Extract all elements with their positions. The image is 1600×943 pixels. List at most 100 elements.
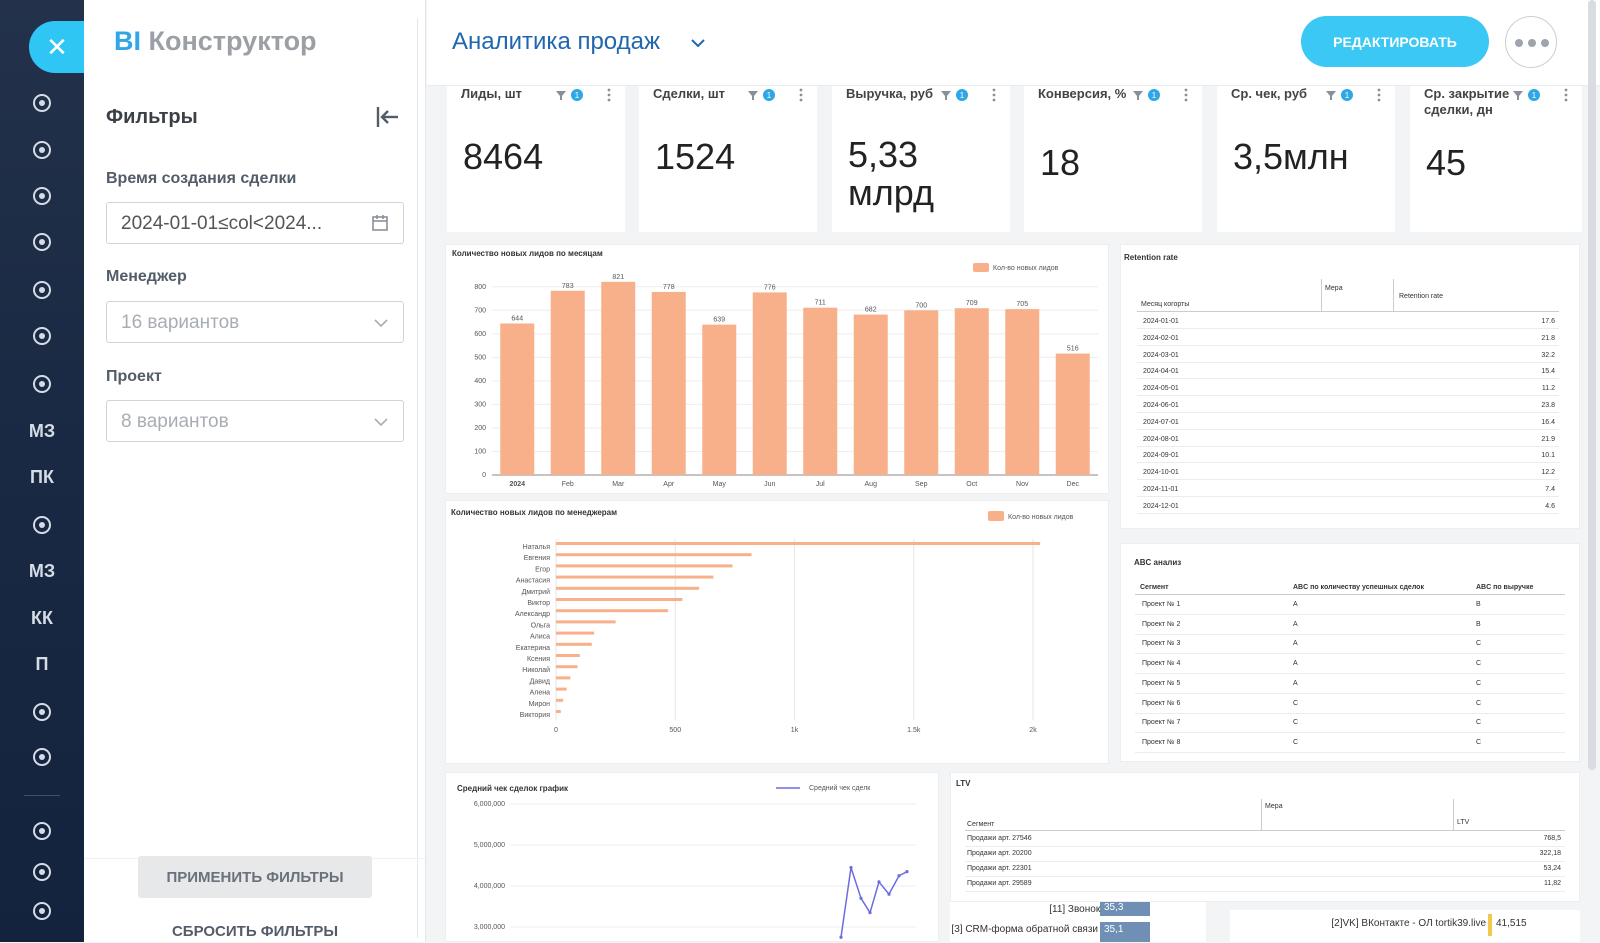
kebab-menu-icon[interactable] [607, 88, 611, 102]
bar [556, 575, 714, 579]
reset-filters-button[interactable]: СБРОСИТЬ ФИЛЬТРЫ [138, 920, 372, 942]
bar [803, 307, 838, 475]
project-select[interactable]: 8 вариантов [106, 400, 404, 442]
bar [651, 291, 686, 475]
data-point [887, 892, 891, 896]
page-scrollbar[interactable] [1588, 0, 1596, 770]
bank-icon[interactable] [0, 701, 84, 723]
robot-icon[interactable] [0, 325, 84, 347]
cart-icon[interactable] [0, 231, 84, 253]
y-tick-label: Александр [515, 611, 550, 618]
collapse-panel-icon[interactable] [374, 104, 400, 130]
svg-text:1: 1 [960, 91, 965, 100]
filter-badge-icon[interactable]: 1 [940, 88, 970, 102]
table-row: 2024-01-01 17.6 [1137, 313, 1559, 329]
kebab-menu-icon[interactable] [1564, 88, 1568, 102]
y-tick-label: 600 [474, 331, 486, 338]
filter-badge-icon[interactable]: 1 [747, 88, 777, 102]
bar [556, 586, 700, 590]
kpi-card: Конверсия, % 1 18 [1024, 86, 1202, 232]
filters-title: Фильтры [106, 106, 198, 128]
kpi-card: Ср. закрытие сделки, дн 1 45 [1410, 86, 1582, 232]
signature-icon[interactable] [0, 514, 84, 536]
y-tick-label: Екатерина [516, 645, 550, 652]
filter-badge-icon[interactable]: 1 [1132, 88, 1162, 102]
chevron-down-icon[interactable] [691, 38, 705, 48]
data-point [905, 870, 909, 874]
filter-badge-icon[interactable]: 1 [1325, 88, 1355, 102]
kebab-menu-icon[interactable] [799, 88, 803, 102]
dot-icon [1528, 39, 1536, 47]
created-time-label: Время создания сделки [106, 170, 297, 187]
y-tick-label: Виктор [527, 600, 550, 607]
dashboard-title[interactable]: Аналитика продаж [452, 28, 661, 55]
legend-label[interactable]: Кол-во новых лидов [1008, 514, 1074, 521]
chevron-down-icon [374, 319, 388, 328]
kpi-card: Лиды, шт 1 8464 [447, 86, 625, 232]
legend-label[interactable]: Средний чек сделк [809, 784, 871, 792]
ltv-pivot: Мера LTV Сегмент Продажи арт. 27546 768,5 Про… [965, 799, 1565, 899]
y-tick-label: Дмитрий [522, 588, 550, 596]
bar-value-label: 778 [663, 284, 675, 291]
x-tick-label: 2024 [509, 481, 525, 488]
calendar-icon[interactable] [371, 214, 389, 232]
table-row: 2024-06-01 23.8 [1137, 397, 1559, 413]
chevron-circle-icon[interactable] [0, 746, 84, 768]
kebab-menu-icon[interactable] [1377, 88, 1381, 102]
bar-value-label: 821 [612, 274, 624, 281]
series-line [840, 867, 908, 938]
data-point [839, 935, 843, 939]
rail-item-10[interactable]: МЗ [28, 561, 56, 581]
bar [550, 290, 585, 475]
rail-item-12[interactable]: П [35, 654, 49, 674]
bar [556, 553, 752, 557]
kebab-menu-icon[interactable] [992, 88, 996, 102]
y-tick-label: Анастасия [516, 578, 550, 585]
legend-label[interactable]: Кол-во новых лидов [993, 265, 1059, 272]
bar-value-label: 700 [915, 302, 927, 309]
leads-by-manager-chart: Количество новых лидов по менеджерам 0 50… [445, 500, 1109, 764]
kpi-label: Конверсия, % [1038, 86, 1127, 101]
edit-button[interactable]: РЕДАКТИРОВАТЬ [1301, 16, 1489, 67]
y-tick-label: Мирон [529, 701, 551, 708]
chevron-down-icon [374, 418, 388, 427]
contact-card-icon[interactable] [0, 279, 84, 301]
rail-item-8[interactable]: ПК [30, 467, 54, 487]
table-title: ABC анализ [1134, 558, 1182, 567]
app-logo: BI Конструктор [114, 26, 317, 56]
help-icon[interactable] [0, 820, 84, 842]
bar [556, 687, 567, 691]
apply-filters-button[interactable]: ПРИМЕНИТЬ ФИЛЬТРЫ [138, 856, 372, 898]
target-icon[interactable] [0, 185, 84, 207]
funnel-icon[interactable] [0, 139, 84, 161]
more-button[interactable] [1505, 16, 1557, 68]
rail-divider [24, 795, 60, 796]
rail-item-7[interactable]: МЗ [28, 421, 56, 441]
kebab-menu-icon[interactable] [1184, 88, 1188, 102]
close-icon[interactable]: ✕ [29, 21, 85, 73]
kpi-label: Выручка, руб [846, 86, 934, 101]
bar [904, 310, 939, 475]
x-tick-label: Apr [663, 481, 675, 488]
legend-swatch [988, 511, 1004, 521]
settings-icon[interactable] [0, 900, 84, 922]
table-header: Мера LTV Сегмент [965, 799, 1565, 831]
bar-value-label: 682 [865, 307, 877, 314]
manager-select[interactable]: 16 вариантов [106, 301, 404, 343]
bar [556, 698, 564, 702]
x-tick-label: Oct [966, 481, 977, 488]
left-navigation-rail: ✕ МЗ ПК МЗ КК П [0, 0, 85, 942]
created-time-field[interactable]: 2024-01-01≤col<2024... [106, 202, 404, 244]
bar [556, 665, 578, 669]
y-tick-label: Алена [530, 690, 551, 697]
filter-badge-icon[interactable]: 1 [1512, 88, 1542, 102]
box-icon[interactable] [0, 373, 84, 395]
analytics-icon[interactable] [0, 92, 84, 114]
y-tick-label: Ольга [531, 622, 550, 629]
sitemap-icon[interactable] [0, 861, 84, 883]
filter-badge-icon[interactable]: 1 [555, 88, 585, 102]
y-tick-label: Николай [522, 666, 550, 674]
rail-item-11[interactable]: КК [31, 608, 53, 628]
